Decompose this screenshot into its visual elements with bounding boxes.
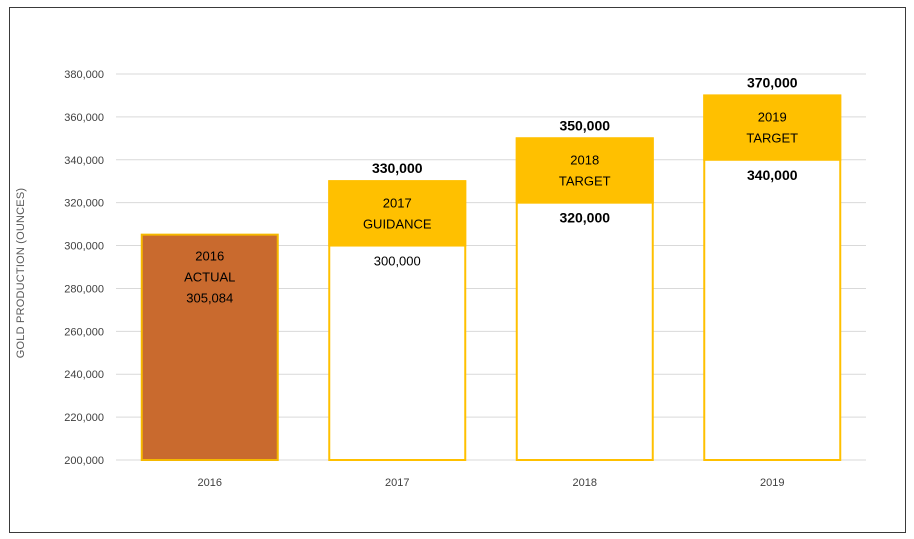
bar-group-2017: 2017 GUIDANCE 330,000 300,000 [328, 160, 467, 461]
y-tick-label: 360,000 [64, 112, 104, 124]
bar-2018-range [515, 137, 654, 204]
y-tick-label: 240,000 [64, 369, 104, 381]
bar-group-2019: 2019 TARGET 370,000 340,000 [703, 74, 842, 461]
x-tick-label-2018: 2018 [573, 477, 597, 489]
y-tick-label: 340,000 [64, 155, 104, 167]
low-value-label-2018: 320,000 [559, 210, 610, 226]
x-tick-label-2019: 2019 [760, 477, 784, 489]
low-value-label-2019: 340,000 [747, 167, 798, 183]
chart-frame: 200,000 220,000 240,000 260,000 280,000 300,0… [9, 7, 906, 533]
bar-label-2019-line-1: 2019 [758, 110, 787, 125]
y-tick-label: 260,000 [64, 326, 104, 338]
bars: 2016 ACTUAL 305,084 2017 GUIDANCE 330,000 300,… [140, 74, 842, 461]
bar-label-2017-line-2: GUIDANCE [363, 216, 432, 231]
bar-label-2018-line-1: 2018 [570, 153, 599, 168]
gold-production-chart: 200,000 220,000 240,000 260,000 280,000 300,0… [15, 69, 866, 489]
high-value-label-2017: 330,000 [372, 160, 423, 176]
y-tick-label: 220,000 [64, 412, 104, 424]
bar-2016-actual [140, 233, 279, 461]
low-value-label-2017: 300,000 [374, 254, 421, 269]
bar-2019-range [703, 94, 842, 161]
y-tick-label: 300,000 [64, 241, 104, 253]
y-axis-ticks: 200,000 220,000 240,000 260,000 280,000 300,0… [64, 69, 104, 467]
y-axis-label: GOLD PRODUCTION (OUNCES) [15, 188, 27, 358]
y-tick-label: 320,000 [64, 198, 104, 210]
bar-label-2016-line-3: 305,084 [186, 291, 233, 306]
bar-label-2019-line-2: TARGET [746, 131, 798, 146]
x-tick-label-2016: 2016 [198, 477, 222, 489]
bar-label-2017-line-1: 2017 [383, 195, 412, 210]
high-value-label-2018: 350,000 [559, 117, 610, 133]
bar-group-2018: 2018 TARGET 350,000 320,000 [515, 117, 654, 461]
bar-label-2018-line-2: TARGET [559, 174, 611, 189]
x-tick-label-2017: 2017 [385, 477, 409, 489]
x-axis-ticks: 2016 2017 2018 2019 [198, 477, 785, 489]
y-tick-label: 380,000 [64, 69, 104, 81]
bar-2017-range [328, 180, 467, 247]
bar-group-2016: 2016 ACTUAL 305,084 [140, 233, 279, 461]
y-tick-label: 200,000 [64, 455, 104, 467]
y-tick-label: 280,000 [64, 283, 104, 295]
high-value-label-2019: 370,000 [747, 74, 798, 90]
bar-label-2016-line-1: 2016 [195, 249, 224, 264]
bar-label-2016-line-2: ACTUAL [184, 270, 235, 285]
